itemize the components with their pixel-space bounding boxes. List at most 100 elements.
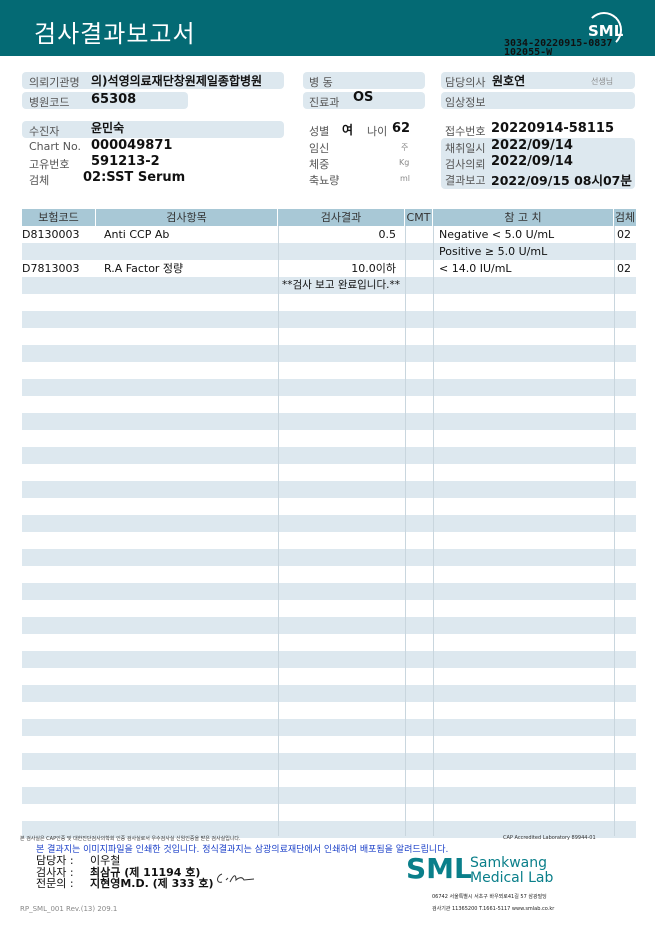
table-row-stripe [22,464,636,481]
band [22,121,284,138]
table-row-stripe [22,243,636,260]
table-row-stripe [22,481,636,498]
receipt-label: 접수번호 [445,125,486,138]
cell-specimen: 02 [617,262,631,275]
table-row-stripe [22,277,636,294]
address: 06742 서울특별시 서초구 바우뫼로41길 57 삼광빌딩 [432,894,547,900]
table-row-stripe [22,498,636,515]
cap-accreditation: CAP Accredited Laboratory 89944-01 [503,835,596,841]
specialist-label: 전문의 : [36,877,74,890]
band [303,72,425,89]
table-row-stripe [22,566,636,583]
specialist-value: 지현영M.D. (제 333 호) [90,877,214,890]
notice: 본 결과지는 이미지파일을 인쇄한 것입니다. 정식결과지는 삼광의료재단에서 … [36,845,449,855]
divider [405,226,406,836]
col-header-ref: 참 고 치 [433,209,613,226]
table-row-stripe [22,311,636,328]
col-header-specimen: 검체 [614,209,636,226]
cell-result: 10.0이하 [351,262,396,275]
urine-label: 축뇨량 [309,174,340,187]
band [441,72,635,89]
tester-label: 검사자 : [36,866,74,879]
table-row-stripe [22,651,636,668]
weight-label: 체중 [309,158,330,171]
table-row-stripe [22,583,636,600]
sex-value: 여 [342,123,354,137]
divider [614,226,615,836]
table-row: D7813003 R.A Factor 정량 10.0이하 < 14.0 IU/… [22,260,636,277]
page-title: 검사결과보고서 [34,20,196,48]
cell-specimen: 02 [617,228,631,241]
dept-label: 진료과 [309,96,340,109]
brand-line2: Medical Lab [470,870,554,886]
chart-label: Chart No. [29,140,81,153]
table-row-stripe [22,447,636,464]
table-row-stripe [22,821,636,838]
age-label: 나이 [367,125,388,138]
band [22,72,284,89]
cell-item: R.A Factor 정량 [104,262,184,275]
collect-label: 채취일시 [445,142,486,155]
table-row-stripe [22,328,636,345]
brand-line1: Samkwang [470,855,547,871]
cell-ref: < 14.0 IU/mL [439,262,512,275]
table-row-stripe [22,770,636,787]
form-id: RP_SML_001 Rev.(13) 209.1 [20,905,118,913]
sex-label: 성별 [309,125,330,138]
cell-result: 0.5 [378,228,397,241]
age-value: 62 [392,121,411,136]
specimen-value: 02:SST Serum [83,170,186,185]
doctor-label: 담당의사 [445,76,486,89]
table-row-stripe [22,617,636,634]
cell-ref: Negative < 5.0 U/mL [439,228,555,241]
specimen-label: 검체 [29,174,50,187]
dept-value: OS [353,90,374,105]
cert-note: 본 검사실은 CAP인증 및 대한진단검사의학회 인증 검사실로서 우수검사실 … [20,836,241,842]
requester-label: 의뢰기관명 [29,76,80,89]
band [441,92,635,109]
pregnancy-unit: 주 [401,143,409,152]
contact: 검사기관 11365200 T.1661-5117 www.smlab.co.k… [432,906,555,912]
id-label: 고유번호 [29,158,70,171]
requester-value: 의)석영의료재단창원제일종합병원 [91,74,263,88]
staff-value: 이우철 [90,854,121,867]
signature [217,873,255,883]
table-row-stripe [22,668,636,685]
divider [278,226,279,836]
table-row-stripe [22,430,636,447]
completion-message: **검사 보고 완료입니다.** [282,279,400,291]
table-row-stripe [22,362,636,379]
table-row-stripe [22,804,636,821]
patient-label: 수진자 [29,125,60,138]
band [22,92,188,109]
col-header-result: 검사결과 [278,209,404,226]
table-row-stripe [22,515,636,532]
receipt-value: 20220914-58115 [491,121,614,136]
table-row-stripe [22,685,636,702]
report-sub-id: 102055-W [504,47,553,58]
table-row-stripe [22,379,636,396]
ward-label: 병 동 [309,76,333,89]
clinical-label: 임상정보 [445,96,486,109]
cell-code: D7813003 [22,262,80,275]
table-row: Positive ≥ 5.0 U/mL [22,243,636,260]
band [441,138,635,189]
cell-item: Anti CCP Ab [104,228,170,241]
table-row-stripe [22,787,636,804]
col-header-item: 검사항목 [96,209,277,226]
request-value: 2022/09/14 [491,154,573,169]
col-header-cmt: CMT [405,209,432,226]
request-label: 검사의뢰 [445,158,486,171]
table-row-stripe [22,549,636,566]
cell-code: D8130003 [22,228,80,241]
patient-value: 윤민숙 [91,121,125,135]
band [303,92,425,109]
pregnancy-label: 임신 [309,142,330,155]
cell-ref: Positive ≥ 5.0 U/mL [439,245,548,258]
report-id: 3034-20220915-0837 [504,38,613,49]
divider [433,226,434,836]
urine-unit: ml [400,174,411,183]
brand-logo: SML [406,852,472,885]
table-row-stripe [22,736,636,753]
chart-value: 000049871 [91,138,173,153]
